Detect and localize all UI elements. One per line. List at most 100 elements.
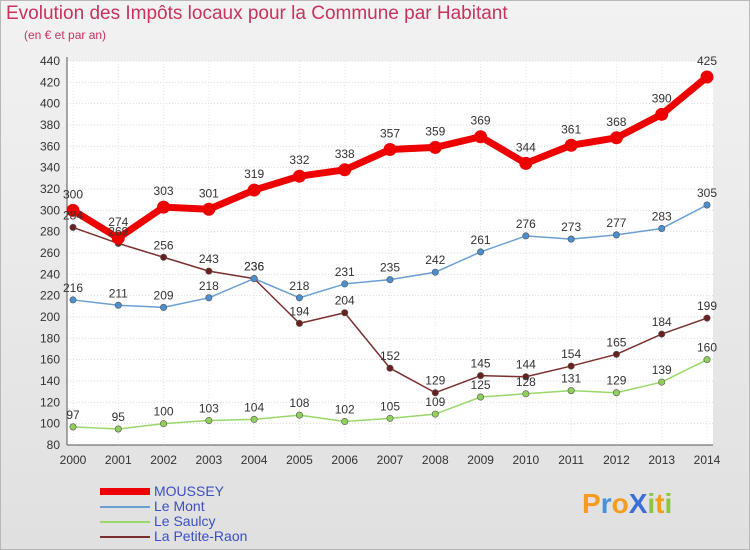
data-point xyxy=(111,231,125,245)
data-label: 276 xyxy=(516,217,536,231)
data-label: 144 xyxy=(516,358,536,372)
data-point xyxy=(567,387,575,395)
data-label: 128 xyxy=(516,375,536,389)
x-tick-label: 2011 xyxy=(558,453,584,467)
y-tick-label: 220 xyxy=(40,289,60,303)
data-label: 160 xyxy=(697,341,717,355)
legend-swatch-la-petite-raon xyxy=(100,536,150,538)
data-point xyxy=(477,372,485,380)
data-point xyxy=(69,296,77,304)
legend-item-le-saulcy: Le Saulcy xyxy=(100,513,360,529)
data-label: 344 xyxy=(516,140,536,154)
legend-label-la-petite-raon: La Petite-Raon xyxy=(154,528,248,544)
data-point xyxy=(703,356,711,364)
x-tick-label: 2008 xyxy=(422,453,449,467)
legend-label-le-mont: Le Mont xyxy=(154,498,205,514)
x-tick-label: 2001 xyxy=(105,453,132,467)
y-tick-label: 200 xyxy=(40,310,60,324)
data-point xyxy=(247,183,261,197)
x-tick-label: 2002 xyxy=(150,453,177,467)
data-label: 274 xyxy=(108,215,128,229)
data-label: 256 xyxy=(154,238,174,252)
data-label: 235 xyxy=(380,261,400,275)
chart-title: Evolution des Impôts locaux pour la Comm… xyxy=(6,3,508,24)
data-point xyxy=(612,350,620,358)
y-tick-label: 440 xyxy=(40,54,60,68)
data-label: 102 xyxy=(335,403,355,417)
data-label: 218 xyxy=(199,279,219,293)
logo-letter: i xyxy=(647,488,656,519)
data-point xyxy=(567,362,575,370)
legend-item-le-mont: Le Mont xyxy=(100,498,360,514)
data-point xyxy=(567,235,575,243)
data-label: 104 xyxy=(244,400,264,414)
data-label: 425 xyxy=(697,54,717,68)
data-point xyxy=(295,294,303,302)
data-label: 357 xyxy=(380,127,400,141)
data-point xyxy=(477,393,485,401)
data-label: 97 xyxy=(66,408,80,422)
y-tick-label: 240 xyxy=(40,267,60,281)
data-point xyxy=(292,169,306,183)
logo-letter: t xyxy=(655,488,665,519)
data-label: 131 xyxy=(561,372,581,386)
data-point xyxy=(612,389,620,397)
data-label: 319 xyxy=(244,167,264,181)
data-label: 338 xyxy=(335,147,355,161)
data-point xyxy=(295,411,303,419)
data-point xyxy=(341,280,349,288)
x-tick-label: 2007 xyxy=(377,453,404,467)
data-label: 145 xyxy=(471,357,491,371)
data-label: 211 xyxy=(109,286,128,300)
data-point xyxy=(477,248,485,256)
legend-item-moussey: MOUSSEY xyxy=(100,483,360,499)
data-label: 216 xyxy=(63,281,83,295)
data-label: 184 xyxy=(652,315,672,329)
data-label: 332 xyxy=(289,153,309,167)
data-label: 283 xyxy=(652,209,672,223)
data-point xyxy=(658,378,666,386)
data-point xyxy=(431,410,439,418)
data-point xyxy=(522,390,530,398)
data-label: 390 xyxy=(652,91,672,105)
data-point xyxy=(386,414,394,422)
data-label: 152 xyxy=(380,349,400,363)
data-label: 369 xyxy=(471,114,491,128)
data-label: 273 xyxy=(561,220,581,234)
data-point xyxy=(386,276,394,284)
data-label: 165 xyxy=(606,335,626,349)
data-point xyxy=(564,138,578,152)
data-point xyxy=(202,202,216,216)
data-point xyxy=(383,143,397,157)
data-label: 109 xyxy=(425,395,445,409)
data-point xyxy=(341,309,349,317)
legend-label-moussey: MOUSSEY xyxy=(154,483,225,499)
data-label: 242 xyxy=(425,253,445,267)
data-point xyxy=(703,314,711,322)
data-point xyxy=(386,364,394,372)
data-label: 284 xyxy=(63,208,83,222)
x-tick-label: 2014 xyxy=(694,453,721,467)
legend-swatch-moussey xyxy=(100,488,150,495)
data-label: 303 xyxy=(154,184,174,198)
x-tick-label: 2010 xyxy=(513,453,540,467)
data-point xyxy=(66,203,80,217)
data-point xyxy=(428,140,442,154)
y-tick-label: 120 xyxy=(40,395,60,409)
y-tick-label: 340 xyxy=(40,161,60,175)
data-label: 209 xyxy=(154,288,174,302)
data-label: 154 xyxy=(561,347,581,361)
data-point xyxy=(205,267,213,275)
y-tick-label: 180 xyxy=(40,331,60,345)
y-tick-label: 280 xyxy=(40,225,60,239)
logo-letter: r xyxy=(600,488,612,519)
data-label: 139 xyxy=(652,363,672,377)
data-label: 300 xyxy=(63,187,83,201)
data-label: 231 xyxy=(335,265,355,279)
data-label: 100 xyxy=(154,405,174,419)
data-label: 361 xyxy=(561,122,581,136)
data-point xyxy=(205,416,213,424)
data-label: 129 xyxy=(425,374,445,388)
data-label: 243 xyxy=(199,252,219,266)
legend-swatch-le-saulcy xyxy=(100,521,150,523)
